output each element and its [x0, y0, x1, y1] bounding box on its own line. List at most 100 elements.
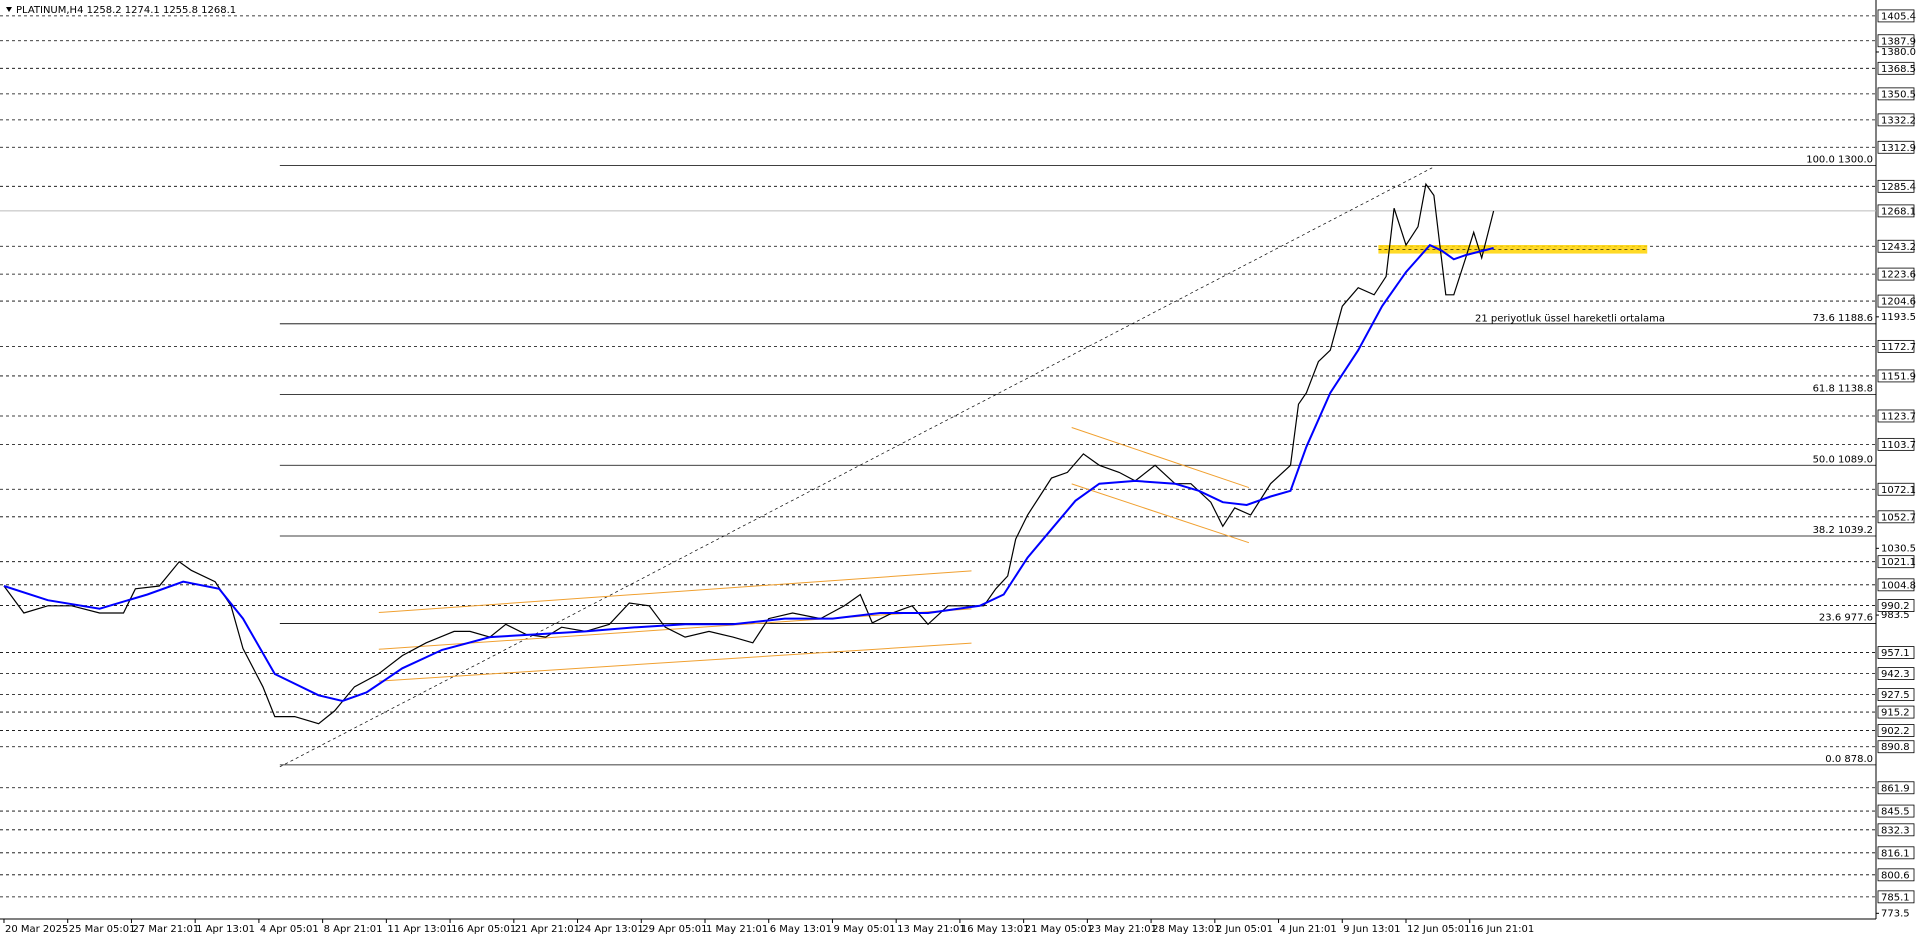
level-label: 915.2: [1881, 708, 1910, 719]
level-label: 845.5: [1881, 807, 1910, 818]
level-label-box: [1877, 510, 1915, 524]
trend-line: [279, 167, 1433, 768]
level-label-box: [1877, 578, 1915, 592]
x-tick-label: 21 Apr 21:01: [515, 924, 580, 935]
level-label-box: [1877, 267, 1915, 281]
level-label: 785.1: [1881, 892, 1910, 903]
level-label-box: [1877, 409, 1915, 423]
x-tick-label: 1 May 21:01: [706, 924, 768, 935]
fib-label: 23.6 977.6: [1819, 612, 1873, 623]
y-tick-label: 1380.0: [1881, 47, 1916, 58]
level-label: 1405.4: [1881, 11, 1916, 22]
level-label-box: [1877, 868, 1915, 882]
level-label: 1204.6: [1881, 297, 1916, 308]
level-label-box: [1877, 740, 1915, 754]
fib-label: 61.8 1138.8: [1813, 384, 1873, 395]
level-label-box: [1877, 140, 1915, 154]
x-tick-label: 23 May 21:01: [1088, 924, 1157, 935]
x-tick-label: 13 May 21:01: [897, 924, 966, 935]
level-label-box: [1877, 437, 1915, 451]
x-tick-label: 9 Jun 13:01: [1343, 924, 1400, 935]
x-tick-label: 21 May 05:01: [1025, 924, 1094, 935]
fib-label: 50.0 1089.0: [1813, 454, 1873, 465]
x-tick-label: 16 Apr 05:01: [451, 924, 516, 935]
level-label: 902.2: [1881, 726, 1910, 737]
level-label: 816.1: [1881, 848, 1910, 859]
channel-line: [378, 642, 972, 682]
level-label-box: [1877, 339, 1915, 353]
level-label-box: [1877, 239, 1915, 253]
current-price-label: 1268.1: [1881, 206, 1916, 217]
level-label-box: [1877, 113, 1915, 127]
channel-line: [378, 570, 972, 613]
annotation: 21 periyotluk üssel hareketli ortalama: [1475, 314, 1665, 325]
x-tick-label: 4 Jun 21:01: [1280, 924, 1337, 935]
x-tick-label: 25 Mar 05:01: [69, 924, 136, 935]
level-label: 1312.9: [1881, 143, 1916, 154]
level-label: 1285.4: [1881, 182, 1916, 193]
level-label: 800.6: [1881, 870, 1910, 881]
level-label: 1052.7: [1881, 512, 1916, 523]
level-label-box: [1877, 555, 1915, 569]
x-tick-label: 16 May 13:01: [961, 924, 1030, 935]
level-label: 1072.1: [1881, 485, 1916, 496]
x-tick-label: 1 Apr 13:01: [196, 924, 255, 935]
channel-line: [1071, 427, 1250, 489]
level-label: 1021.1: [1881, 557, 1916, 568]
x-tick-label: 11 Apr 13:01: [387, 924, 452, 935]
level-label: 1223.6: [1881, 270, 1916, 281]
level-label: 1004.8: [1881, 580, 1916, 591]
level-label-box: [1877, 890, 1915, 904]
x-tick-label: 24 Apr 13:01: [579, 924, 644, 935]
x-tick-label: 2 Jun 05:01: [1216, 924, 1273, 935]
level-label: 942.3: [1881, 669, 1910, 680]
menu-triangle[interactable]: [6, 7, 12, 12]
channel-line: [1071, 483, 1250, 544]
level-label-box: [1877, 599, 1915, 612]
level-label-box: [1877, 823, 1915, 837]
price-line: [3, 243, 1494, 703]
x-tick-label: 16 Jun 21:01: [1471, 924, 1535, 935]
level-label-box: [1877, 804, 1915, 818]
fib-label: 38.2 1039.2: [1813, 525, 1873, 536]
level-label-box: [1877, 369, 1915, 383]
level-label: 927.5: [1881, 690, 1910, 701]
level-label: 890.8: [1881, 742, 1910, 753]
channel-line: [378, 608, 972, 650]
level-label-box: [1877, 646, 1915, 659]
level-label-box: [1877, 294, 1915, 308]
level-label: 1332.2: [1881, 115, 1916, 126]
level-label-box: [1877, 688, 1915, 702]
level-label: 832.3: [1881, 825, 1910, 836]
level-label-box: [1877, 34, 1915, 48]
level-label-box: [1877, 9, 1915, 23]
level-label: 1387.9: [1881, 36, 1916, 47]
x-tick-label: 9 May 05:01: [833, 924, 895, 935]
x-tick-label: 8 Apr 21:01: [324, 924, 383, 935]
x-tick-label: 28 May 13:01: [1152, 924, 1221, 935]
level-label: 1123.7: [1881, 411, 1916, 422]
level-label: 1243.2: [1881, 242, 1916, 253]
level-label-box: [1877, 482, 1915, 496]
x-tick-label: 6 May 13:01: [770, 924, 832, 935]
y-tick-label: 983.5: [1881, 610, 1910, 621]
fib-label: 0.0 878.0: [1825, 754, 1873, 765]
x-tick-label: 12 Jun 05:01: [1407, 924, 1471, 935]
level-label-box: [1877, 179, 1915, 193]
level-label-box: [1877, 781, 1915, 795]
level-label-box: [1877, 724, 1915, 737]
level-label-box: [1877, 87, 1915, 101]
level-label: 1368.5: [1881, 64, 1916, 75]
fib-label: 100.0 1300.0: [1806, 155, 1873, 166]
x-tick-label: 29 Apr 05:01: [642, 924, 707, 935]
level-label-box: [1877, 667, 1915, 680]
level-label-box: [1877, 61, 1915, 75]
level-label: 1103.7: [1881, 440, 1916, 451]
level-label: 861.9: [1881, 783, 1910, 794]
x-tick-label: 20 Mar 2025: [5, 924, 68, 935]
level-label: 1151.9: [1881, 371, 1916, 382]
y-tick-label: 1030.5: [1881, 543, 1916, 554]
fib-label: 73.6 1188.6: [1813, 313, 1873, 324]
